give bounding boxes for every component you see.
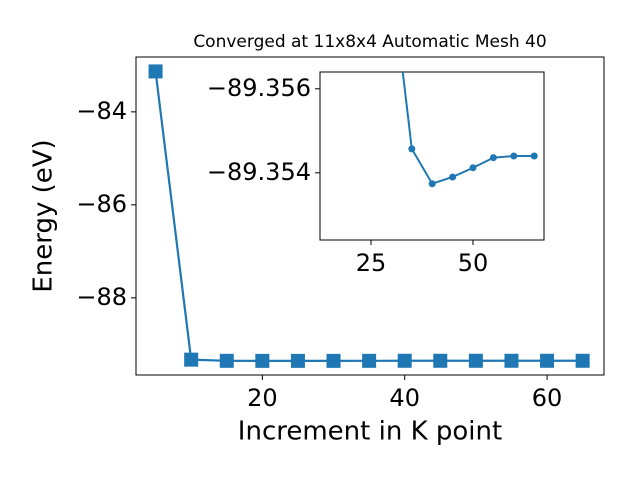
marker <box>433 353 448 368</box>
marker <box>530 152 538 160</box>
series-group <box>148 64 590 368</box>
x-axis-label: Increment in K point <box>238 417 502 447</box>
marker <box>184 352 199 367</box>
x-tick-label: 60 <box>532 384 563 412</box>
chart-title: Converged at 11x8x4 Automatic Mesh 40 <box>193 32 546 52</box>
x-tick-label: 50 <box>458 249 489 277</box>
marker <box>290 353 305 368</box>
x-tick-label: 20 <box>247 384 278 412</box>
marker <box>148 64 163 79</box>
y-tick-label: −88 <box>76 283 127 311</box>
marker <box>449 173 457 181</box>
marker <box>489 154 497 162</box>
marker <box>408 145 416 153</box>
marker <box>326 353 341 368</box>
y-tick-label: −86 <box>76 190 127 218</box>
y-tick-label: −89.356 <box>207 74 311 102</box>
marker <box>362 353 377 368</box>
marker <box>397 353 412 368</box>
marker <box>469 164 477 172</box>
marker <box>255 353 270 368</box>
y-tick-label: −89.354 <box>207 158 311 186</box>
marker <box>540 353 555 368</box>
marker <box>219 353 234 368</box>
series-group <box>401 72 538 188</box>
y-tick-label: −84 <box>76 97 127 125</box>
marker <box>468 353 483 368</box>
marker <box>510 152 518 160</box>
marker <box>575 353 590 368</box>
y-axis-label: Energy (eV) <box>29 139 59 292</box>
marker <box>428 180 436 188</box>
marker <box>504 353 519 368</box>
x-tick-label: 25 <box>356 249 387 277</box>
x-tick-label: 40 <box>389 384 420 412</box>
